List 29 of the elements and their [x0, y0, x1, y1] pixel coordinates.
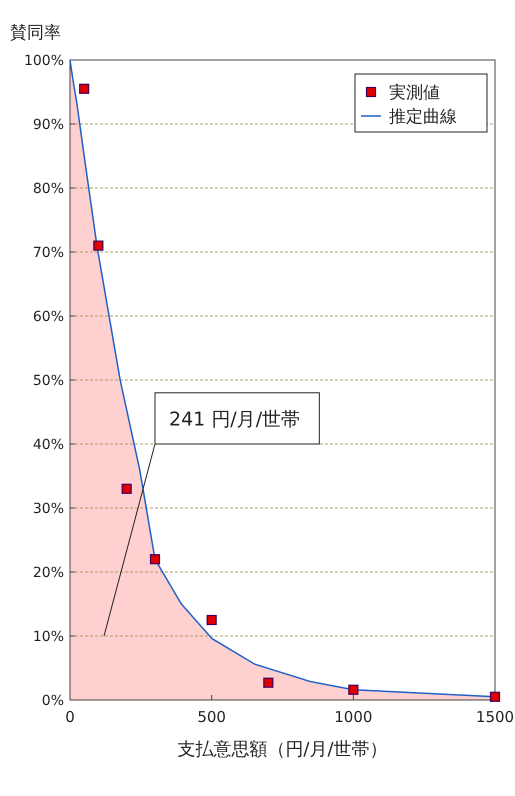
y-tick-label: 60%: [32, 309, 64, 325]
point: [150, 554, 160, 564]
x-tick-label: 500: [197, 708, 226, 726]
y-tick-label: 0%: [42, 693, 64, 709]
point: [348, 684, 358, 695]
y-tick-label: 10%: [32, 629, 64, 645]
y-tick-label: 90%: [32, 117, 64, 133]
y-tick-label: 30%: [32, 501, 64, 517]
y-tick-label: 100%: [24, 53, 64, 69]
x-axis-title: 支払意思額（円/月/世帯）: [177, 739, 388, 760]
point: [490, 692, 500, 702]
y-tick-label: 20%: [32, 565, 64, 581]
y-tick-label: 50%: [32, 373, 64, 389]
x-tick-label: 1000: [334, 708, 372, 726]
point: [79, 84, 90, 94]
y-tick-label: 80%: [32, 181, 64, 197]
y-tick-label: 40%: [32, 437, 64, 453]
legend-label: 推定曲線: [389, 107, 457, 127]
point: [206, 614, 217, 626]
point: [122, 484, 132, 494]
x-tick-label: 0: [65, 708, 75, 726]
point: [93, 240, 104, 251]
legend-label: 実測値: [389, 83, 440, 103]
point: [263, 678, 274, 688]
callout: 241 円/月/世帯: [104, 392, 320, 636]
x-tick-label: 1500: [476, 708, 514, 726]
y-axis-title: 賛同率: [10, 23, 61, 43]
annotation: 241 円/月/世帯: [169, 408, 300, 430]
y-tick-label: 70%: [32, 245, 64, 261]
